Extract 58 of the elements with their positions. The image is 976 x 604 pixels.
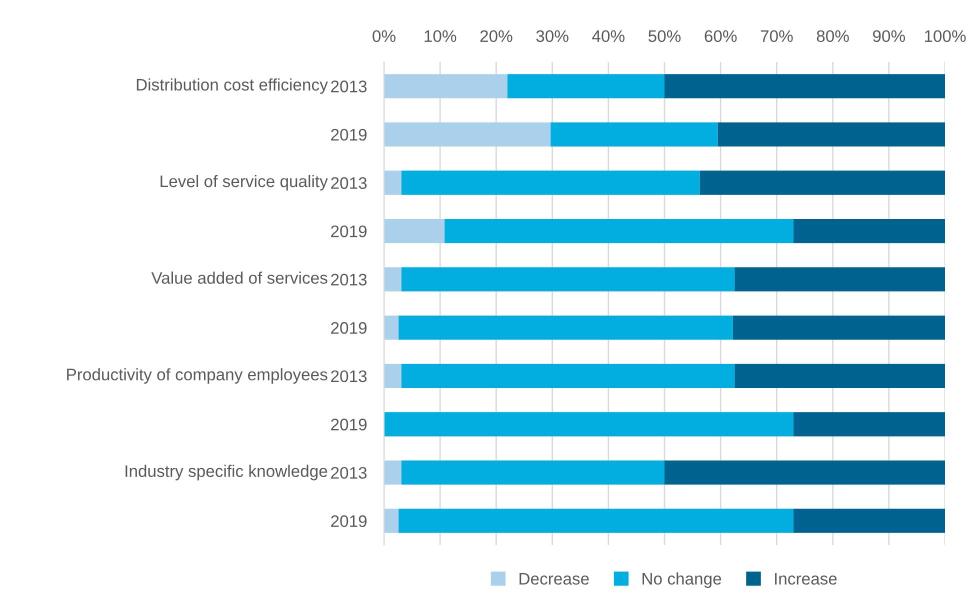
x-tick-label: 80% (816, 30, 849, 42)
bar (384, 267, 402, 292)
bar (664, 74, 945, 98)
bar (550, 122, 718, 147)
text: Value added of services (151, 272, 328, 284)
bar (401, 364, 735, 388)
bar (401, 170, 700, 195)
text: Level of service quality (160, 174, 328, 191)
text: Productivity of company employees (67, 368, 328, 384)
bar (444, 218, 794, 244)
y-tick-label: 2019 (331, 128, 367, 141)
bar (398, 508, 794, 533)
y-tick-label: 2019 (331, 515, 367, 528)
x-tick-label: 90% (873, 30, 905, 42)
bar (794, 412, 945, 436)
y-tick-label: 2019 (331, 322, 367, 334)
x-tick-label: 10% (424, 30, 456, 42)
x-tick-label: 20% (480, 30, 512, 42)
bar (398, 316, 733, 340)
bar (794, 508, 945, 533)
x-tick-label: 40% (592, 30, 624, 42)
bar (732, 316, 945, 340)
legend-label: Increase (775, 573, 837, 585)
bar (384, 412, 794, 436)
x-tick-label: 30% (536, 30, 568, 42)
y-tick-label: 2013 (331, 274, 367, 286)
bar (664, 460, 945, 485)
bar (718, 122, 945, 147)
legend-label: Decrease (520, 573, 589, 585)
bar (384, 508, 399, 533)
bar (384, 218, 445, 244)
bar (384, 316, 399, 340)
x-tick-label: 60% (704, 30, 737, 42)
x-tick-label: 50% (648, 30, 681, 42)
y-tick-label: 2013 (331, 80, 367, 92)
x-tick-label: 100% (924, 30, 966, 42)
y-tick-label: 2013 (331, 370, 367, 382)
bar (384, 364, 402, 388)
y-tick-label: 2013 (331, 177, 367, 189)
x-tick-label: 0% (372, 30, 396, 42)
bar (384, 460, 402, 485)
bar (401, 460, 664, 485)
y-tick-label: 2013 (331, 466, 367, 479)
bar (507, 74, 664, 98)
text: Distribution cost efficiency (136, 78, 328, 94)
bar (794, 218, 945, 244)
bar (734, 267, 945, 292)
bar (734, 364, 945, 388)
y-tick-label: 2019 (331, 418, 367, 430)
legend-label: No change (642, 572, 722, 588)
bar (401, 267, 735, 292)
bar (700, 170, 945, 195)
x-tick-label: 70% (760, 30, 793, 42)
text: Industry specific knowledge (126, 464, 328, 480)
bar (384, 122, 551, 147)
bar (384, 74, 508, 98)
bar (384, 170, 402, 195)
y-tick-label: 2019 (331, 225, 367, 238)
